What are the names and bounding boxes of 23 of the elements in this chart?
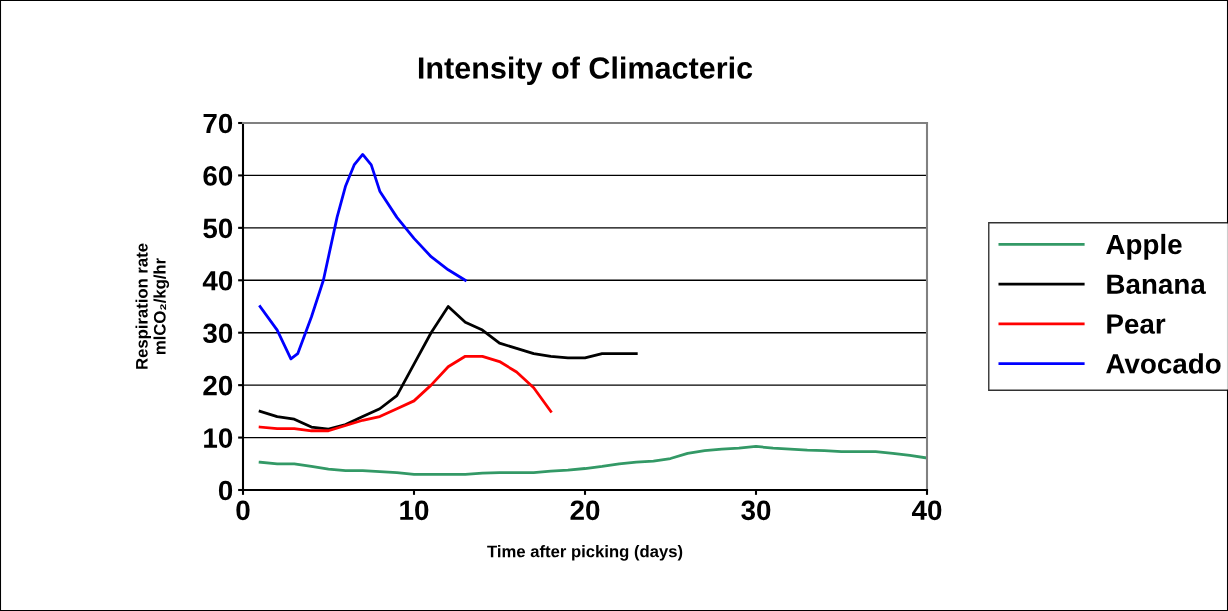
y-tick-label: 0 xyxy=(218,480,233,501)
y-tick-label: 60 xyxy=(203,166,233,186)
x-tick-label: 40 xyxy=(911,500,942,521)
line-series xyxy=(258,153,467,361)
y-tick-label: 40 xyxy=(202,270,233,291)
x-tick-label: 30 xyxy=(741,500,771,521)
y-axis-title: Respiration rate mlCO₂/kg/hr xyxy=(135,243,170,369)
x-tick-label: 0 xyxy=(236,500,250,521)
x-tick-label: 10 xyxy=(400,500,429,521)
chart-title: Intensity of Climacteric xyxy=(418,56,753,85)
legend-label: Avocado xyxy=(1106,353,1221,374)
line-series xyxy=(258,445,927,476)
y-tick-label: 70 xyxy=(203,113,233,134)
y-tick-label: 20 xyxy=(203,375,233,396)
x-axis-title: Time after picking (days) xyxy=(487,545,683,561)
legend-label: Pear xyxy=(1107,314,1166,334)
y-tick-label: 30 xyxy=(203,323,233,344)
x-tick-label: 20 xyxy=(570,500,600,521)
legend-label: Banana xyxy=(1107,274,1206,295)
line-series xyxy=(258,354,553,433)
y-tick-label: 50 xyxy=(203,218,233,239)
y-tick-label: 10 xyxy=(204,428,233,448)
legend-label: Apple xyxy=(1106,233,1182,260)
